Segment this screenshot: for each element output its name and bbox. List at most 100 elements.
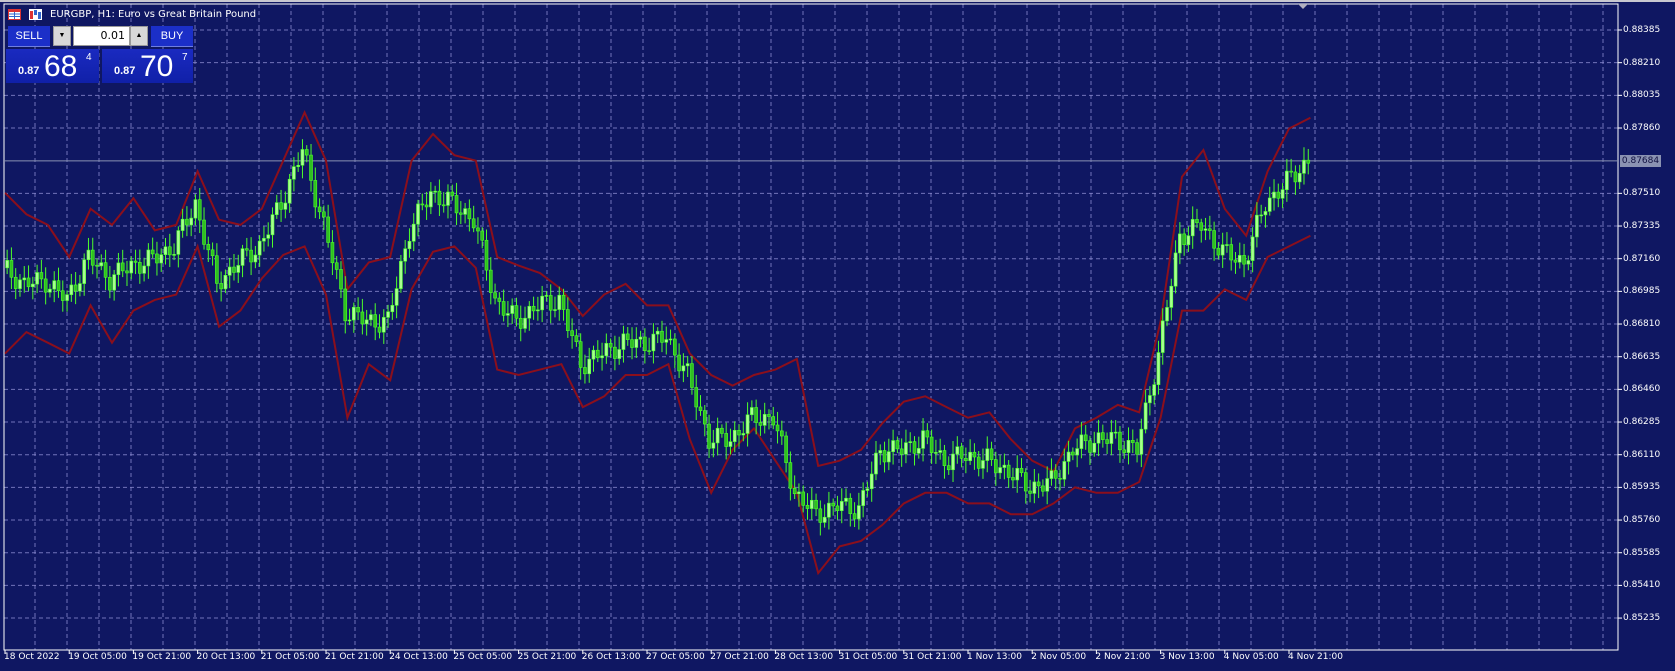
candle-body	[176, 230, 181, 255]
y-tick-label: 0.88385	[1623, 25, 1661, 35]
candle-body	[407, 240, 412, 250]
candle-body	[416, 203, 420, 225]
candle-body	[750, 407, 754, 416]
candle-body	[450, 191, 455, 196]
candle-body	[617, 349, 621, 359]
candle-body	[861, 490, 865, 506]
bid-big-digits: 68	[44, 50, 78, 83]
arrow-up-icon: ▲	[135, 32, 143, 39]
candle-body	[544, 295, 549, 297]
candle-body	[125, 270, 129, 274]
candle-body	[531, 305, 536, 312]
candle-body	[604, 343, 609, 357]
candle-body	[189, 217, 193, 226]
x-tick-label: 1 Nov 13:00	[967, 652, 1022, 662]
candle-body	[946, 465, 951, 471]
candle-body	[557, 294, 562, 310]
candle-body	[99, 262, 104, 267]
candle-body	[711, 442, 716, 449]
sell-price-button[interactable]: 0.87 68 4	[6, 49, 99, 83]
candle-body	[561, 294, 566, 310]
candle-body	[352, 306, 356, 321]
candle-body	[976, 456, 981, 469]
candle-body	[566, 309, 570, 332]
candle-body	[887, 451, 891, 463]
candle-body	[578, 341, 583, 368]
candle-body	[647, 350, 651, 352]
lot-decrease-button[interactable]: ▼	[53, 26, 71, 46]
candle-body	[660, 330, 664, 343]
candle-body	[664, 339, 669, 343]
candle-body	[732, 429, 737, 442]
buy-price-button[interactable]: 0.87 70 7	[102, 49, 193, 83]
candle-body	[1289, 170, 1293, 173]
candle-body	[702, 410, 707, 425]
candle-body	[1225, 244, 1229, 246]
x-tick-label: 26 Oct 13:00	[581, 652, 641, 662]
candle-body	[5, 260, 9, 269]
candle-body	[471, 218, 476, 229]
candle-body	[467, 208, 472, 220]
candle-body	[891, 440, 895, 452]
y-tick-label: 0.85410	[1623, 580, 1661, 591]
buy-button[interactable]: BUY	[151, 26, 193, 47]
chart-title: EURGBP, H1: Euro vs Great Britain Pound	[50, 9, 257, 20]
x-tick-label: 2 Nov 05:00	[1031, 652, 1087, 662]
window-top-border	[0, 0, 1675, 2]
candle-body	[788, 462, 793, 489]
candle-body	[197, 199, 202, 221]
x-tick-label: 27 Oct 05:00	[646, 652, 705, 662]
candle-body	[677, 354, 681, 372]
candle-body	[634, 338, 639, 348]
y-tick-label: 0.85760	[1623, 515, 1661, 526]
candle-body	[69, 284, 74, 296]
candle-body	[279, 202, 283, 210]
sell-button[interactable]: SELL	[8, 26, 50, 47]
lot-size-input[interactable]: 0.01	[73, 26, 130, 46]
candle-body	[1255, 214, 1259, 238]
candle-body	[964, 458, 968, 461]
candle-body	[262, 238, 266, 242]
candle-body	[232, 266, 236, 273]
candle-body	[916, 448, 921, 454]
candle-body	[82, 259, 86, 284]
candle-body	[240, 248, 245, 266]
candle-body	[1028, 490, 1032, 494]
candle-body	[150, 249, 155, 255]
candle-body	[227, 266, 232, 276]
y-tick-label: 0.85935	[1623, 482, 1661, 493]
candle-body	[339, 269, 343, 290]
candle-body	[1173, 252, 1178, 287]
candle-body	[1011, 477, 1015, 481]
candle-body	[1139, 428, 1144, 455]
candle-body	[818, 508, 823, 523]
candle-body	[540, 295, 544, 311]
candle-body	[185, 218, 189, 226]
candle-body	[553, 309, 557, 311]
candle-body	[1118, 431, 1122, 451]
one-click-trading-icon[interactable]	[29, 9, 42, 20]
candle-body	[73, 284, 78, 292]
candle-body	[1096, 432, 1101, 444]
candle-body	[1208, 228, 1212, 231]
candle-body	[784, 435, 788, 463]
candle-body	[1156, 352, 1161, 385]
candle-body	[215, 255, 219, 284]
candle-body	[249, 249, 253, 263]
lot-increase-button[interactable]: ▲	[130, 26, 148, 46]
candle-body	[1152, 384, 1156, 396]
candle-body	[1062, 461, 1067, 480]
candle-body	[570, 330, 574, 337]
candle-body	[1182, 233, 1186, 246]
candle-body	[771, 416, 776, 426]
candle-body	[1246, 260, 1251, 265]
y-tick-label: 0.87510	[1623, 188, 1661, 199]
candle-body	[951, 453, 955, 471]
candle-body	[608, 343, 613, 348]
candle-body	[317, 206, 322, 213]
candle-body	[934, 452, 938, 454]
candle-body	[1293, 171, 1298, 183]
candle-body	[715, 427, 720, 444]
candle-body	[245, 248, 249, 251]
